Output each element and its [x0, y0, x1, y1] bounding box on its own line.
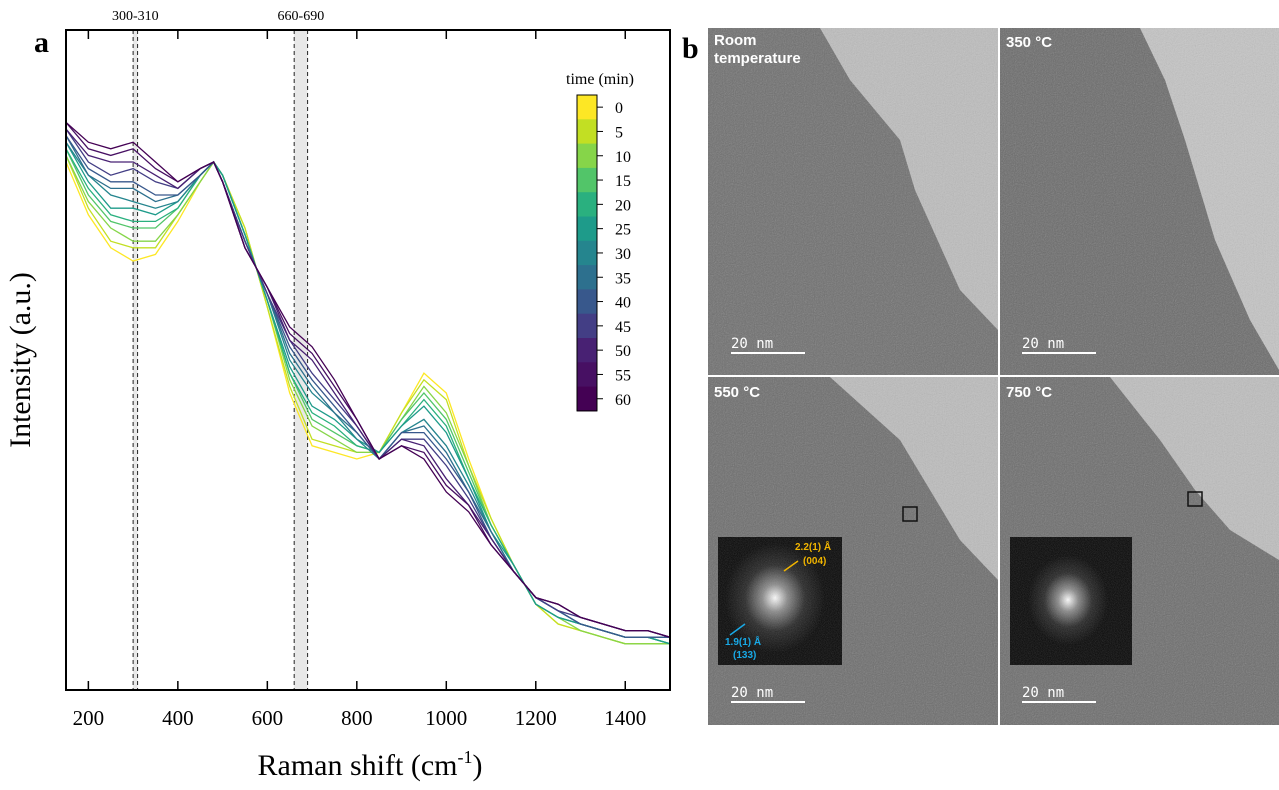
- legend-swatch: [577, 216, 597, 242]
- tem-image: Room temperature 20 nm: [708, 28, 998, 375]
- tile-label: temperature: [714, 50, 801, 67]
- tile-label: Room: [714, 32, 757, 49]
- legend-swatch: [577, 386, 597, 412]
- legend-swatch: [577, 313, 597, 339]
- tile-label: 550 °C: [714, 384, 760, 401]
- legend-label: 50: [615, 343, 631, 360]
- tile-label: 350 °C: [1006, 34, 1052, 51]
- legend-swatch: [577, 167, 597, 193]
- legend-swatch: [577, 95, 597, 120]
- scale-label: 20 nm: [731, 685, 773, 701]
- x-tick-label: 800: [341, 706, 373, 730]
- tem-image: 350 °C 20 nm: [1000, 28, 1279, 375]
- legend-swatch: [577, 289, 597, 315]
- legend-label: 0: [615, 100, 623, 117]
- band-label: 300-310: [112, 9, 159, 24]
- x-label-text: Raman shift (cm: [258, 749, 458, 782]
- legend-label: 25: [615, 222, 631, 239]
- fft-label: (004): [803, 556, 826, 567]
- x-axis-label: Raman shift (cm-1): [258, 747, 483, 782]
- spectrum-line: [65, 121, 671, 638]
- legend-label: 10: [615, 149, 631, 166]
- spectrum-line: [65, 135, 670, 638]
- legend-swatch: [577, 338, 597, 363]
- panel-label: b: [682, 32, 699, 65]
- y-axis-label: Intensity (a.u.): [4, 272, 37, 448]
- legend-label: 30: [615, 246, 631, 263]
- scale-label: 20 nm: [1022, 685, 1064, 701]
- legend-frame: [576, 94, 598, 412]
- plot-frame: [65, 29, 671, 691]
- tile-label: 750 °C: [1006, 384, 1052, 401]
- x-label-sup: -1: [457, 747, 472, 767]
- legend-label: 5: [615, 124, 623, 141]
- legend-label: 35: [615, 270, 631, 287]
- fft-label: 2.2(1) Å: [795, 540, 831, 553]
- legend-label: 15: [615, 173, 631, 190]
- legend-swatch: [577, 143, 597, 169]
- scale-label: 20 nm: [731, 336, 773, 352]
- legend-swatch: [577, 240, 597, 266]
- legend-label: 40: [615, 295, 631, 312]
- legend-swatch: [577, 362, 597, 388]
- fft-label: 1.9(1) Å: [725, 635, 761, 648]
- x-tick-label: 1200: [515, 706, 557, 730]
- x-tick-label: 200: [73, 706, 105, 730]
- tem-image: 750 °C 20 nm: [1000, 377, 1279, 725]
- legend-swatch: [577, 192, 597, 217]
- legend-title: time (min): [566, 71, 634, 88]
- x-label-end: ): [472, 749, 482, 782]
- x-tick-label: 400: [162, 706, 194, 730]
- legend-label: 45: [615, 319, 631, 336]
- scale-label: 20 nm: [1022, 336, 1064, 352]
- legend-label: 55: [615, 367, 631, 384]
- panel-label: a: [34, 26, 49, 59]
- band: [294, 30, 308, 690]
- spectrum-line: [65, 155, 670, 645]
- legend-label: 20: [615, 197, 631, 214]
- legend-label: 60: [615, 392, 631, 409]
- legend-swatch: [577, 265, 597, 290]
- raman-chart: a Intensity (a.u.) Raman shift (cm-1) 30…: [4, 9, 671, 782]
- x-tick-label: 1000: [425, 706, 467, 730]
- legend-swatch: [577, 119, 597, 145]
- fft-label: (133): [733, 650, 756, 661]
- x-tick-label: 600: [252, 706, 284, 730]
- tem-panel: b Room temperature 20 nm 350 °C 20 nm 55…: [682, 28, 1279, 725]
- x-tick-label: 1400: [604, 706, 646, 730]
- band-label: 660-690: [278, 9, 325, 24]
- band: [133, 30, 138, 690]
- tem-image: 550 °C 2.2(1) Å (004) 1.9(1) Å (133) 20 …: [708, 377, 998, 725]
